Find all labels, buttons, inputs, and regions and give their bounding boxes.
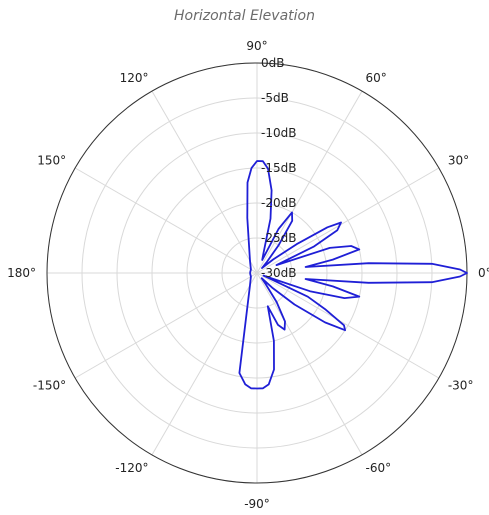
angle-tick-label: 150°: [37, 154, 66, 168]
angle-tick-label: -120°: [115, 461, 148, 475]
grid-spoke: [256, 90, 363, 274]
angle-tick-label: -90°: [244, 497, 270, 511]
angle-tick-label: 120°: [120, 71, 149, 85]
radial-tick-label: -20dB: [261, 196, 296, 210]
radiation-pattern-line: [238, 160, 468, 390]
radial-tick-label: -30dB: [261, 266, 296, 280]
angle-tick-label: 0°: [478, 266, 489, 280]
grid-spoke: [256, 272, 440, 379]
radial-tick-label: -15dB: [261, 161, 296, 175]
grid-spoke: [256, 272, 363, 456]
angle-tick-label: -150°: [33, 379, 66, 393]
grid-spoke: [74, 167, 258, 274]
radial-tick-label: -25dB: [261, 231, 296, 245]
radial-tick-label: -10dB: [261, 126, 296, 140]
angle-tick-label: -30°: [448, 379, 474, 393]
angle-tick-label: 30°: [448, 154, 469, 168]
angle-tick-label: 60°: [366, 71, 387, 85]
radial-tick-label: 0dB: [261, 56, 284, 70]
grid-spoke: [151, 90, 258, 274]
radial-tick-label: -5dB: [261, 91, 289, 105]
angle-tick-label: -60°: [366, 461, 392, 475]
grid-spoke: [256, 167, 440, 274]
chart-title: Horizontal Elevation: [174, 8, 315, 24]
angle-tick-label: 90°: [246, 39, 267, 53]
grid-spoke: [74, 272, 258, 379]
angle-tick-label: 180°: [7, 266, 36, 280]
grid-spoke: [151, 272, 258, 456]
